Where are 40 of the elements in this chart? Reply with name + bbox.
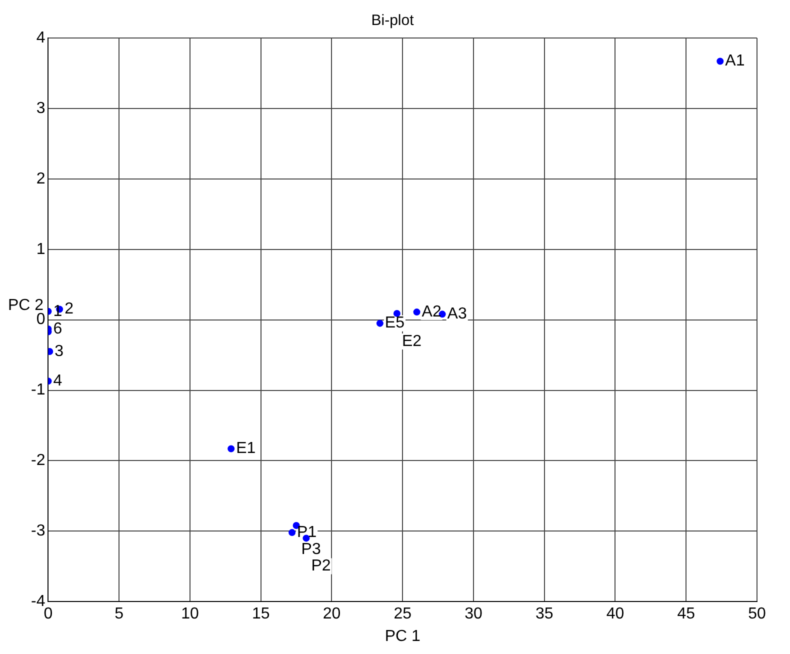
y-tick-label: 2	[36, 170, 46, 188]
annotation: E1	[236, 440, 256, 458]
x-tick-label: 50	[748, 606, 766, 623]
point	[413, 308, 420, 316]
x-tick-label: 25	[394, 606, 412, 623]
x-tick-label: 35	[535, 606, 554, 623]
x-tick-label: 30	[464, 606, 482, 623]
chart-title: Bi-plot	[371, 12, 415, 30]
annotation: P3	[301, 540, 321, 558]
x-tick-label: 10	[181, 606, 199, 623]
x-tick-label: 15	[252, 606, 270, 623]
y-tick-label: 3	[36, 100, 46, 117]
point	[393, 310, 400, 317]
y-tick-label: -3	[30, 522, 46, 540]
point	[716, 58, 724, 65]
annotation: 6	[53, 320, 62, 338]
y-tick-label: -1	[30, 382, 46, 399]
annotation: P1	[297, 524, 317, 541]
y-tick-label: -2	[30, 452, 46, 470]
x-axis-title: PC 1	[384, 628, 420, 645]
x-tick-label: 45	[677, 606, 696, 623]
annotation: E5	[384, 314, 405, 332]
annotation: 2	[64, 300, 74, 318]
y-tick-label: 4	[36, 29, 46, 46]
y-tick-label: -4	[30, 593, 46, 610]
annotation: P2	[311, 558, 331, 575]
annotation: 3	[54, 342, 64, 360]
annotation: A2	[422, 303, 442, 320]
y-tick-label: 0	[36, 311, 46, 328]
annotation: A1	[725, 52, 745, 70]
y-tick-label: 1	[36, 240, 46, 258]
annotation: A3	[447, 306, 467, 323]
point	[228, 445, 235, 452]
x-tick-label: 5	[114, 606, 124, 623]
point	[376, 320, 384, 327]
annotation: 4	[53, 372, 62, 390]
x-tick-label: 20	[322, 606, 341, 623]
annotation: E2	[402, 332, 422, 350]
x-tick-label: 40	[606, 606, 624, 623]
point	[288, 529, 296, 536]
